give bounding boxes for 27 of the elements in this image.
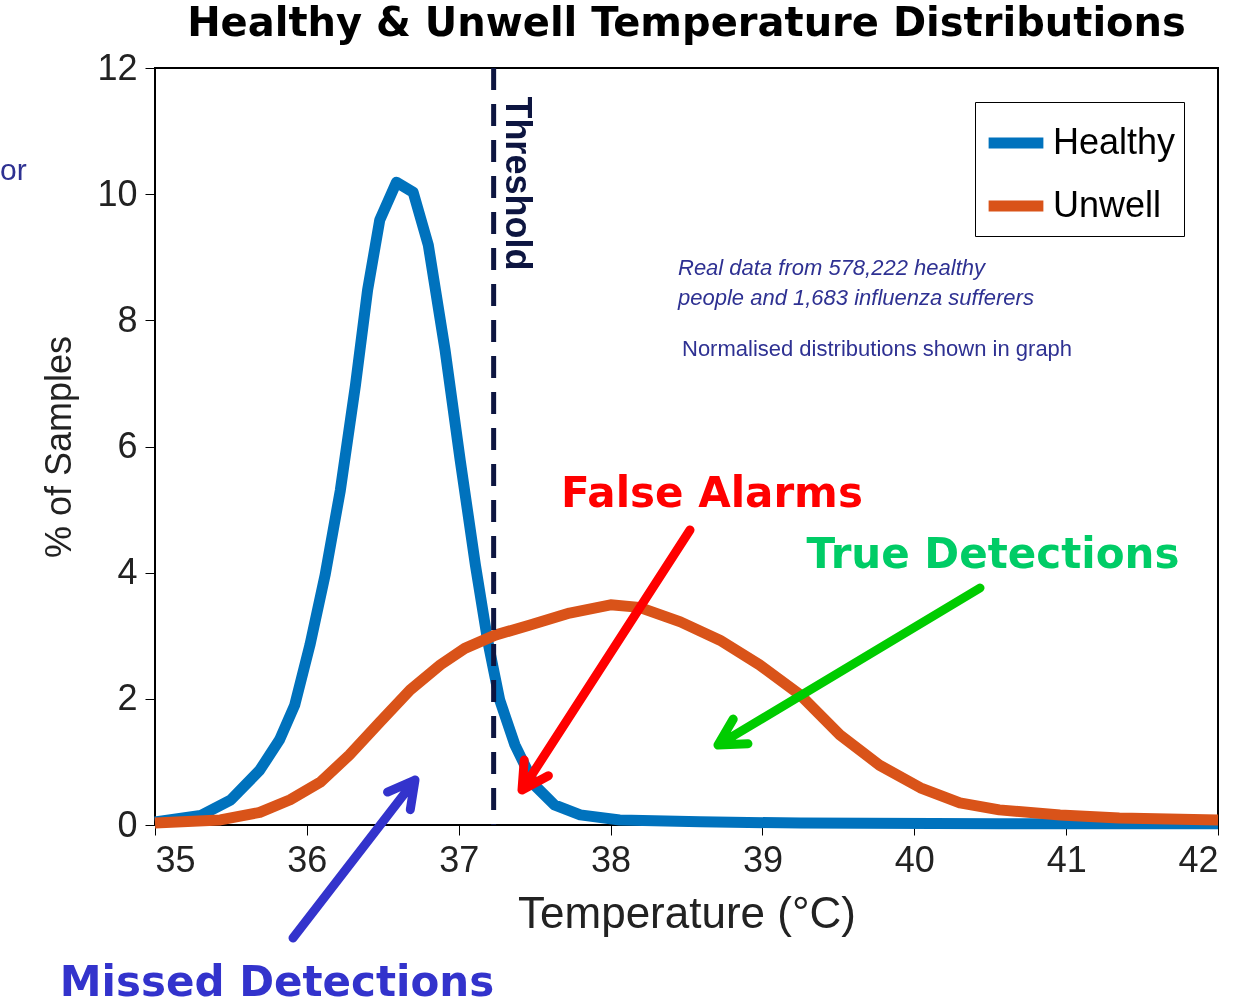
y-tick-label: 6 (117, 425, 138, 466)
text: or (0, 153, 27, 186)
x-tick-label: 36 (287, 838, 328, 880)
x-tick-label: 42 (1178, 838, 1219, 880)
x-tick-label: 40 (894, 838, 935, 880)
y-axis-title: % of Samples (38, 335, 80, 559)
x-tick-label: 38 (591, 838, 632, 880)
annotation: Real data from 578,222 healthy people and 1,683 influenza sufferers (677, 255, 1034, 310)
y-tick-label: 8 (117, 298, 138, 340)
y-tick-label: 10 (97, 172, 138, 214)
y-tick-label: 2 (117, 677, 138, 719)
annotation: Normalised distributions shown in graph (682, 336, 1073, 361)
x-tick-label: 39 (742, 838, 783, 880)
y-tick-label: 12 (97, 46, 138, 88)
y-tick-label: 0 (117, 803, 138, 845)
annotation: True Detections (806, 529, 1180, 578)
y-tick-label: 4 (117, 551, 138, 593)
chart-title: Healthy & Unwell Temperature Distributions (187, 0, 1186, 45)
legend-label: Healthy (1053, 121, 1176, 162)
x-tick-label: 37 (439, 838, 480, 880)
x-tick-label: 35 (155, 838, 196, 880)
x-axis-title: Temperature (°C) (518, 887, 856, 937)
annotation: False Alarms (561, 468, 863, 517)
ref-line-label: Threshold (497, 96, 539, 271)
x-tick-label: 41 (1046, 838, 1087, 880)
text: Missed Detections (59, 957, 495, 1002)
legend-label: Unwell (1053, 184, 1162, 225)
